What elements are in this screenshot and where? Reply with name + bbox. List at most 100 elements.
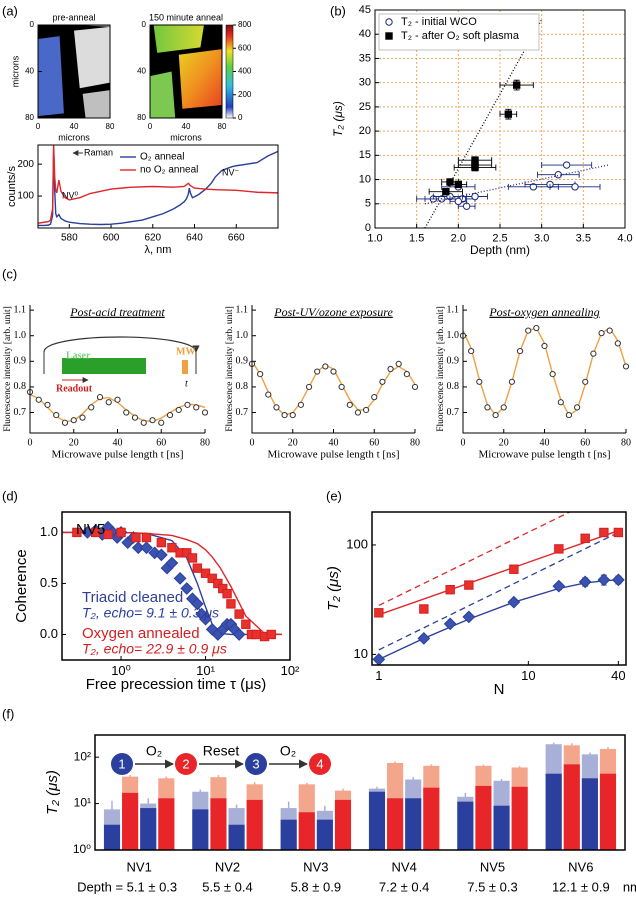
marker — [468, 347, 475, 355]
marker — [541, 342, 548, 350]
y-tick-label: 0.7 — [447, 407, 460, 418]
y-tick-label: 0.7 — [236, 407, 249, 418]
x-tick-label: 10¹ — [196, 663, 215, 678]
y-tick-label: 30 — [359, 77, 371, 89]
bar — [423, 787, 440, 850]
legend-marker — [385, 18, 393, 26]
x-axis-label: λ, nm — [145, 244, 172, 256]
marker — [173, 571, 187, 585]
marker — [507, 595, 521, 609]
y-tick-label: 40 — [25, 67, 34, 76]
x-axis-label: microns — [58, 132, 90, 142]
marker — [622, 363, 630, 370]
marker — [395, 360, 402, 367]
y-tick-label: 10² — [74, 749, 91, 763]
y-tick-label: 0 — [365, 222, 371, 234]
marker — [105, 399, 112, 406]
marker — [44, 401, 51, 408]
x-tick-label: 80 — [410, 437, 420, 448]
marker — [464, 580, 474, 590]
marker — [504, 110, 513, 118]
marker — [190, 597, 204, 611]
colorbar-tick-label: 600 — [238, 43, 252, 52]
y-tick-label: 1.0 — [14, 330, 27, 341]
marker — [363, 406, 370, 414]
plot-frame — [37, 24, 111, 119]
step-label: 1 — [118, 756, 125, 771]
x-tick-label: NV4 — [392, 859, 417, 874]
marker — [182, 548, 192, 558]
x-tick-label: 60 — [580, 437, 590, 448]
plot-frame — [149, 24, 223, 119]
marker — [175, 406, 182, 414]
marker — [590, 350, 597, 357]
marker — [565, 411, 573, 419]
bar — [581, 778, 598, 850]
y-tick-label: 0.9 — [236, 356, 249, 367]
chart-title: Post-acid treatment — [69, 305, 165, 319]
x-tick-label: 40 — [540, 437, 550, 448]
x-tick-label: 0 — [28, 437, 33, 448]
x-tick-label: 80 — [106, 122, 115, 131]
marker — [201, 409, 209, 416]
legend-label: Triacid cleaned — [82, 589, 183, 606]
x-axis-label: Microwave pulse length t [ns] — [479, 449, 611, 461]
x-tick-label: 3.5 — [576, 232, 591, 244]
marker — [597, 573, 611, 587]
x-tick-label: 60 — [156, 437, 166, 448]
y-axis-label: Fluorescence intensity [arb. unit] — [436, 306, 446, 432]
y-tick-label: 80 — [25, 113, 34, 122]
marker — [222, 588, 232, 599]
marker — [552, 579, 566, 593]
inset-label: Laser — [66, 350, 91, 361]
marker — [574, 404, 581, 411]
panel-label: (b) — [330, 3, 346, 18]
x-sublabel: 7.5 ± 0.3 — [467, 879, 518, 894]
legend-label: T₂ - initial WCO — [401, 16, 477, 28]
x-axis-label: Microwave pulse length t [ns] — [52, 449, 184, 461]
y-tick-label: 10 — [354, 646, 368, 661]
series-line — [424, 164, 609, 205]
marker — [165, 556, 179, 570]
marker — [509, 564, 519, 574]
marker — [281, 411, 288, 419]
marker — [305, 383, 313, 391]
x-tick-label: 80 — [218, 122, 227, 131]
marker — [213, 578, 223, 589]
x-tick-label: 660 — [228, 233, 245, 244]
x-tick-label: NV1 — [127, 859, 152, 874]
x-axis-label: N — [494, 681, 505, 698]
series-line — [378, 530, 619, 616]
marker — [140, 541, 153, 555]
x-tick-label: 3.0 — [534, 232, 549, 244]
marker — [116, 527, 126, 538]
y-tick-label: 25 — [359, 101, 371, 113]
marker — [529, 183, 538, 191]
marker — [131, 414, 139, 421]
bar — [228, 824, 245, 850]
bar — [140, 808, 157, 850]
bar — [599, 773, 617, 850]
y-tick-label: 0.8 — [447, 381, 460, 392]
colorbar-tick-label: 800 — [238, 20, 252, 29]
annotation: Raman — [84, 147, 113, 157]
plot-frame — [37, 144, 279, 229]
x-tick-label: 4.0 — [617, 232, 632, 244]
marker — [200, 568, 211, 578]
marker — [123, 409, 130, 416]
y-tick-label: 1.1 — [236, 304, 249, 315]
marker — [289, 411, 296, 419]
y-tick-label: 0.8 — [14, 381, 27, 392]
bar — [210, 798, 227, 850]
x-tick-label: 0 — [461, 437, 466, 448]
y-axis-label: Fluorescence intensity [arb. unit] — [3, 306, 13, 432]
x-tick-label: 1.5 — [409, 232, 424, 244]
y-tick-label: 0.8 — [236, 381, 249, 392]
bar — [405, 798, 422, 850]
marker — [158, 419, 165, 426]
y-tick-label: 0.7 — [14, 407, 27, 418]
series-line — [463, 327, 626, 417]
marker — [192, 563, 203, 573]
